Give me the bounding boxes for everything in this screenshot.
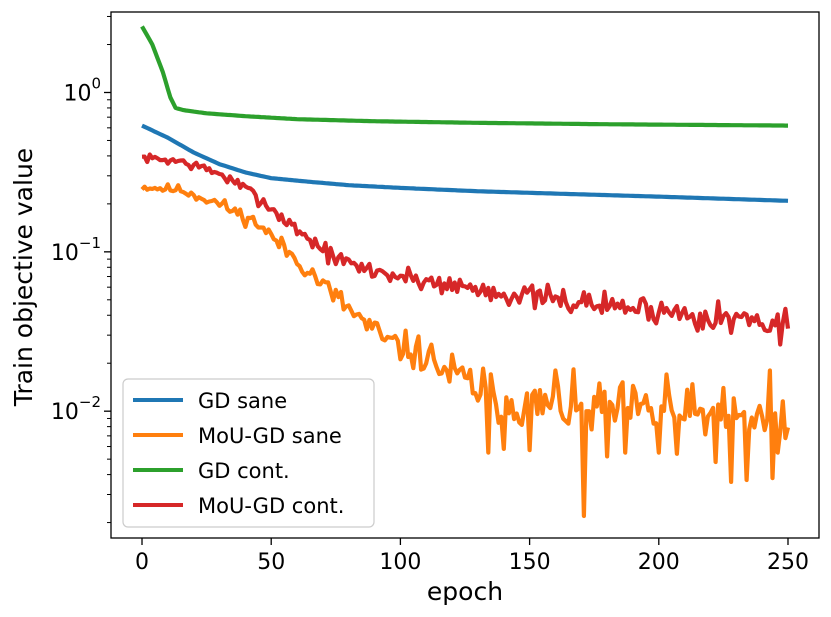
x-tick-label: 100 <box>379 550 421 575</box>
y-axis-label: Train objective value <box>9 148 38 407</box>
plot-area <box>140 25 791 519</box>
x-axis: 0 50 100 150 200 250 <box>135 538 809 575</box>
legend: GD sane MoU-GD sane GD cont. MoU-GD cont… <box>122 378 375 528</box>
series-line-mou-gd-sane <box>140 182 791 519</box>
x-tick-label: 200 <box>638 550 680 575</box>
x-tick-label: 0 <box>135 550 149 575</box>
x-tick-label: 250 <box>767 550 809 575</box>
series-line-gd-sane <box>141 123 789 203</box>
x-tick-label: 50 <box>257 550 285 575</box>
series-line-gd-cont <box>140 25 788 128</box>
legend-label-gd-cont: GD cont. <box>198 459 290 483</box>
legend-label-mou-gd-sane: MoU-GD sane <box>198 424 342 448</box>
axes-frame <box>110 11 820 539</box>
x-tick-label: 150 <box>509 550 551 575</box>
series-line-mou-gd-cont <box>141 152 791 347</box>
legend-label-gd-sane: GD sane <box>198 389 287 413</box>
legend-box <box>122 378 375 528</box>
legend-label-mou-gd-cont: MoU-GD cont. <box>198 494 344 518</box>
x-axis-label: epoch <box>427 577 503 606</box>
